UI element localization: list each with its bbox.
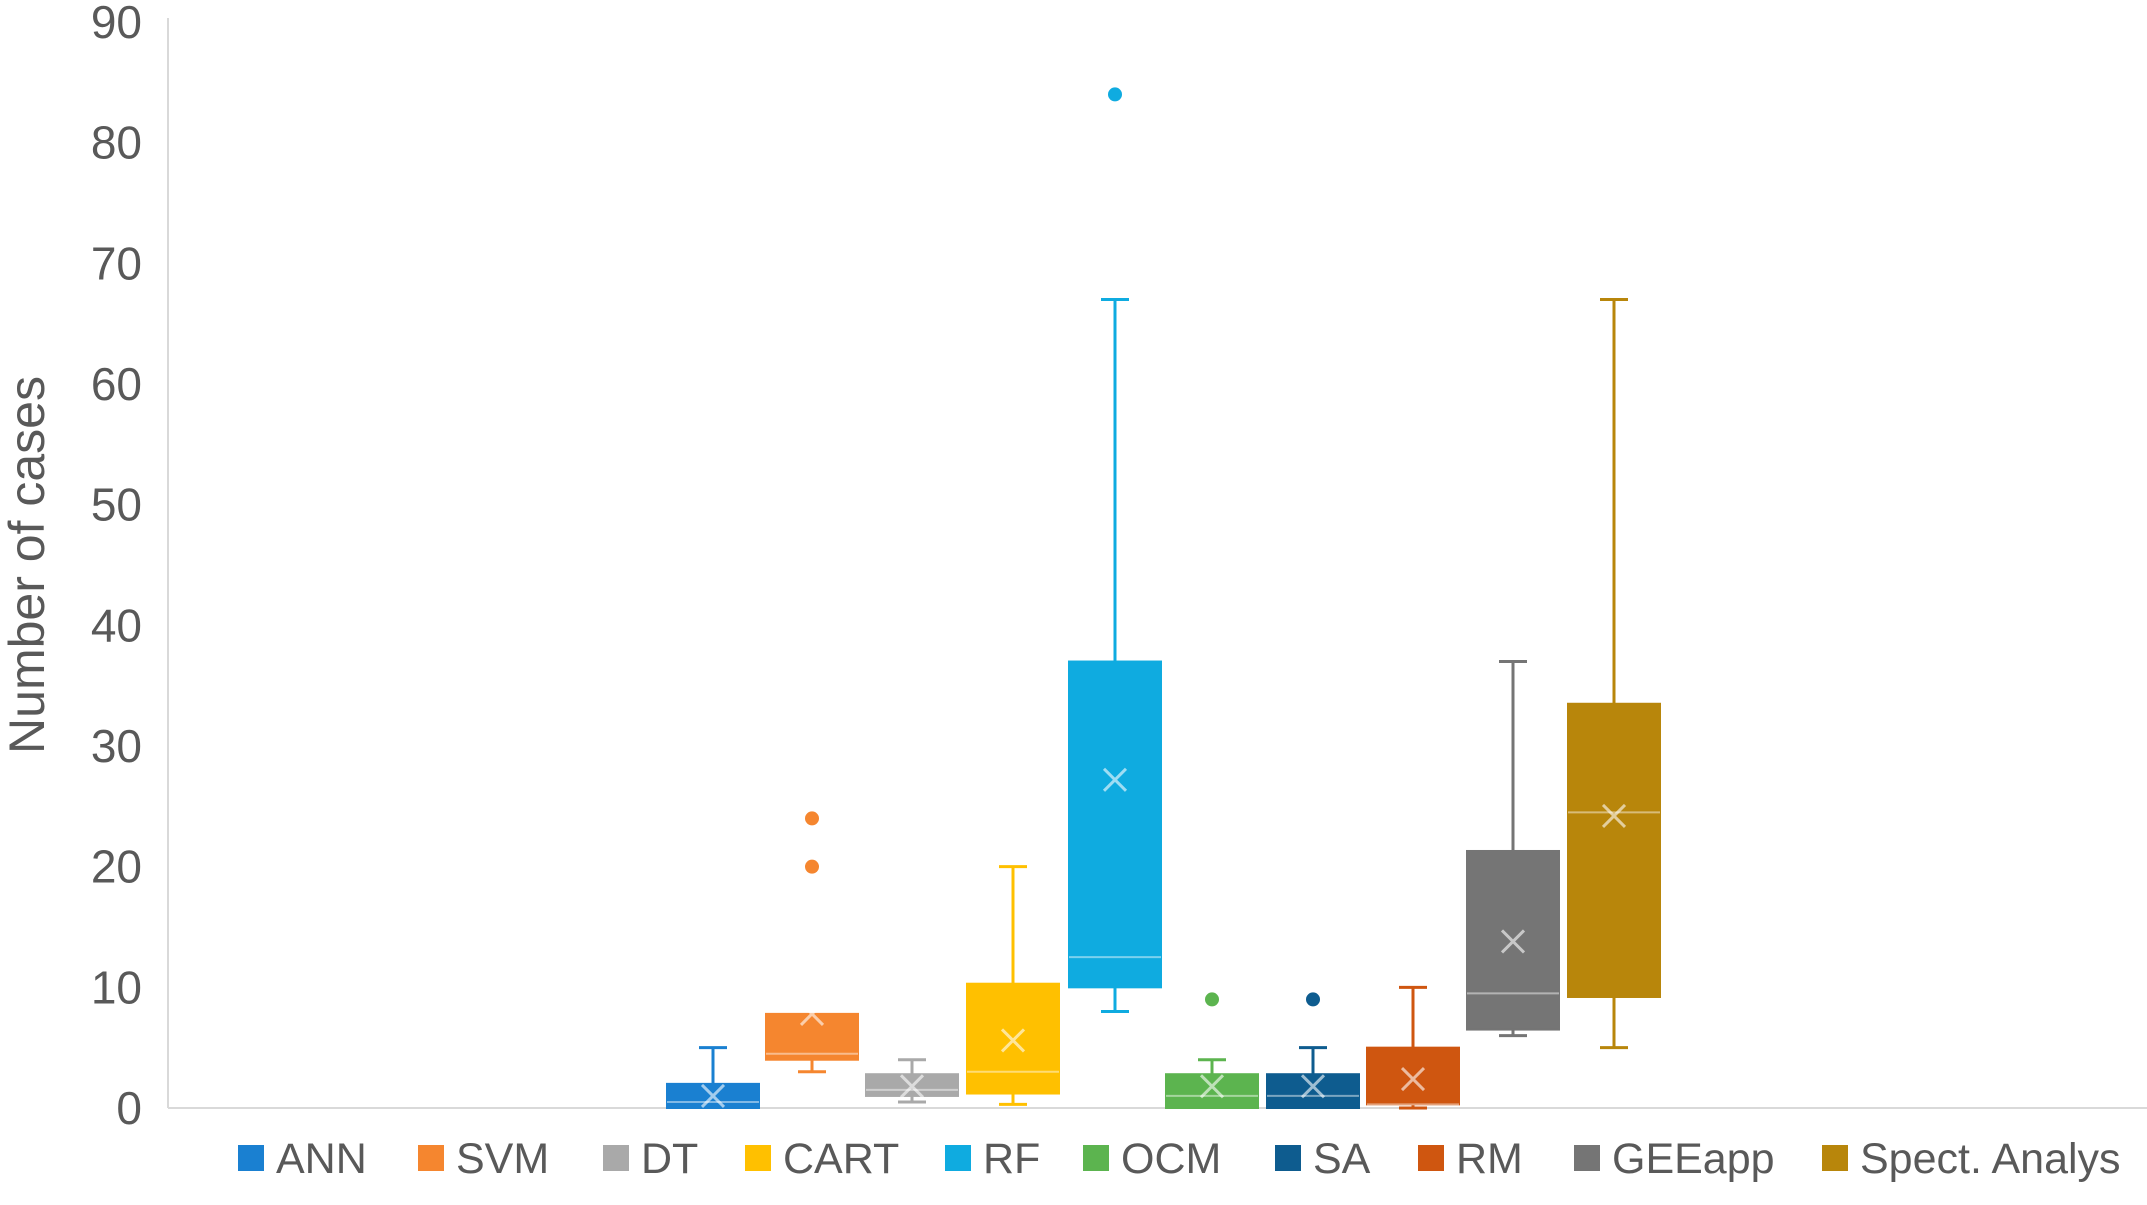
- y-tick-label: 80: [91, 117, 142, 169]
- legend-swatch: [1083, 1145, 1109, 1171]
- legend-item: OCM: [1083, 1135, 1221, 1183]
- box-iqr: [1068, 660, 1162, 989]
- y-axis: 0 10 20 30 40 50 60 70 80 90: [91, 0, 2147, 1134]
- outlier-point: [1205, 992, 1219, 1007]
- box-iqr: [1366, 1046, 1460, 1106]
- box-sa: [1266, 992, 1360, 1110]
- legend-label: OCM: [1121, 1135, 1221, 1183]
- legend-item: CART: [745, 1135, 899, 1183]
- outlier-point: [805, 811, 819, 826]
- box-geeapp: [1466, 660, 1560, 1038]
- mean-marker: [700, 1083, 726, 1108]
- box-ocm: [1165, 992, 1259, 1110]
- box-rf: [1068, 87, 1162, 1013]
- outlier-point: [1306, 992, 1320, 1007]
- legend-label: SA: [1313, 1135, 1371, 1183]
- box-iqr: [1165, 1073, 1259, 1110]
- mean-marker: [1400, 1066, 1426, 1092]
- legend-label: RF: [983, 1135, 1040, 1183]
- legend-swatch: [745, 1145, 771, 1171]
- y-tick-label: 60: [91, 358, 142, 410]
- legend-item: ANN: [238, 1135, 367, 1183]
- y-tick-label: 50: [91, 479, 142, 531]
- legend-item: Spect. Analys: [1822, 1135, 2121, 1183]
- box-dt: [865, 1058, 959, 1104]
- legend-label: ANN: [276, 1135, 367, 1183]
- y-axis-label: Number of cases: [0, 376, 55, 754]
- legend-swatch: [418, 1145, 444, 1171]
- mean-marker: [1102, 767, 1128, 792]
- legend-swatch: [603, 1145, 629, 1171]
- legend-label: DT: [641, 1135, 698, 1183]
- box-cart: [966, 865, 1060, 1106]
- legend-swatch: [945, 1145, 971, 1171]
- y-tick-label: 90: [91, 0, 142, 48]
- box-iqr: [765, 1012, 859, 1061]
- legend-item: RF: [945, 1135, 1040, 1183]
- legend-swatch: [1418, 1145, 1444, 1171]
- box-iqr: [1567, 702, 1661, 998]
- mean-marker: [899, 1074, 925, 1099]
- legend-label: GEEapp: [1612, 1135, 1775, 1183]
- legend-label: RM: [1456, 1135, 1523, 1183]
- y-tick-label: 70: [91, 237, 142, 289]
- outlier-point: [1108, 87, 1122, 102]
- legend-swatch: [1822, 1145, 1848, 1171]
- box-series-group: [666, 87, 1661, 1110]
- legend-swatch: [238, 1145, 264, 1171]
- legend-item: SVM: [418, 1135, 549, 1183]
- y-tick-label: 0: [116, 1082, 142, 1134]
- box-spect-analys: [1567, 298, 1661, 1050]
- legend: ANN SVM DT CART RF OCM SA RM GEEapp Spect. Analys: [238, 1135, 2121, 1183]
- legend-label: CART: [783, 1135, 899, 1183]
- box-iqr: [1266, 1073, 1360, 1110]
- mean-marker: [1199, 1074, 1225, 1099]
- legend-item: RM: [1418, 1135, 1523, 1183]
- mean-marker: [1000, 1028, 1026, 1053]
- legend-swatch: [1275, 1145, 1301, 1171]
- legend-item: GEEapp: [1574, 1135, 1775, 1183]
- legend-item: SA: [1275, 1135, 1371, 1183]
- legend-label: SVM: [456, 1135, 549, 1183]
- mean-marker: [1300, 1074, 1326, 1099]
- box-ann: [666, 1046, 760, 1110]
- mean-marker: [1500, 929, 1526, 954]
- legend-swatch: [1574, 1145, 1600, 1171]
- y-tick-label: 30: [91, 720, 142, 772]
- legend-label: Spect. Analys: [1860, 1135, 2121, 1183]
- y-tick-label: 10: [91, 961, 142, 1013]
- box-svm: [765, 811, 859, 1074]
- mean-marker: [799, 1001, 825, 1026]
- y-tick-label: 20: [91, 841, 142, 893]
- outlier-point: [805, 859, 819, 874]
- legend-item: DT: [603, 1135, 698, 1183]
- y-tick-label: 40: [91, 599, 142, 651]
- box-rm: [1366, 985, 1460, 1110]
- mean-marker: [1601, 803, 1627, 829]
